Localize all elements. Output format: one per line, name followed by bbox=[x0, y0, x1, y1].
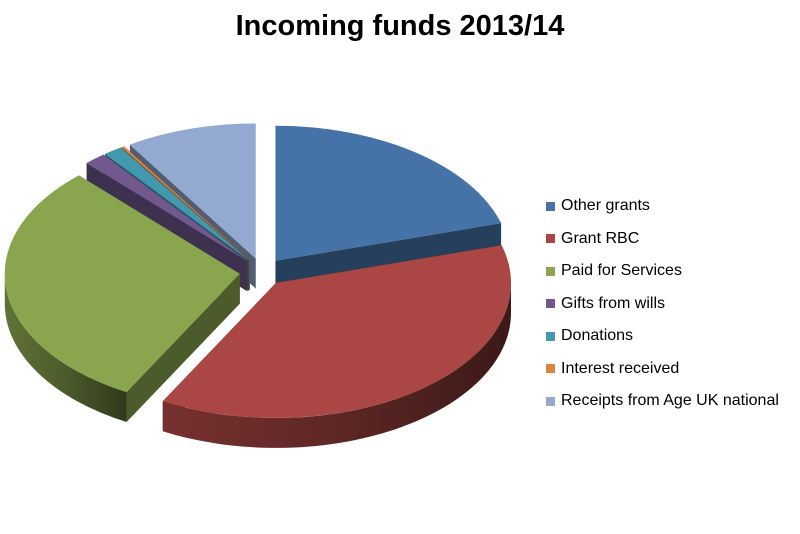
legend-label: Interest received bbox=[561, 359, 680, 377]
legend-swatch bbox=[546, 201, 555, 211]
pie-slice-grant-rbc bbox=[162, 245, 512, 448]
legend-label: Grant RBC bbox=[561, 229, 640, 247]
pie-slice-paid-for-services bbox=[4, 175, 240, 423]
legend-swatch bbox=[546, 299, 555, 309]
legend-item: Grant RBC bbox=[546, 223, 779, 256]
legend-label: Donations bbox=[561, 327, 634, 345]
legend-item: Receipts from Age UK national bbox=[546, 385, 779, 418]
legend-swatch bbox=[546, 266, 555, 276]
chart-title: Incoming funds 2013/14 bbox=[235, 10, 565, 42]
legend-label: Other grants bbox=[561, 197, 650, 215]
legend-item: Donations bbox=[546, 320, 779, 353]
legend-swatch bbox=[546, 234, 555, 244]
legend-swatch bbox=[546, 396, 555, 406]
legend-swatch bbox=[546, 331, 555, 341]
legend-label: Gifts from wills bbox=[561, 294, 665, 312]
legend-label: Paid for Services bbox=[561, 262, 682, 280]
legend-item: Gifts from wills bbox=[546, 288, 779, 321]
legend-item: Other grants bbox=[546, 190, 779, 223]
legend-swatch bbox=[546, 364, 555, 374]
legend-item: Interest received bbox=[546, 353, 779, 386]
legend-item: Paid for Services bbox=[546, 255, 779, 288]
legend: Other grants Grant RBC Paid for Services Gi… bbox=[546, 190, 779, 418]
legend-label: Receipts from Age UK national bbox=[561, 392, 779, 410]
